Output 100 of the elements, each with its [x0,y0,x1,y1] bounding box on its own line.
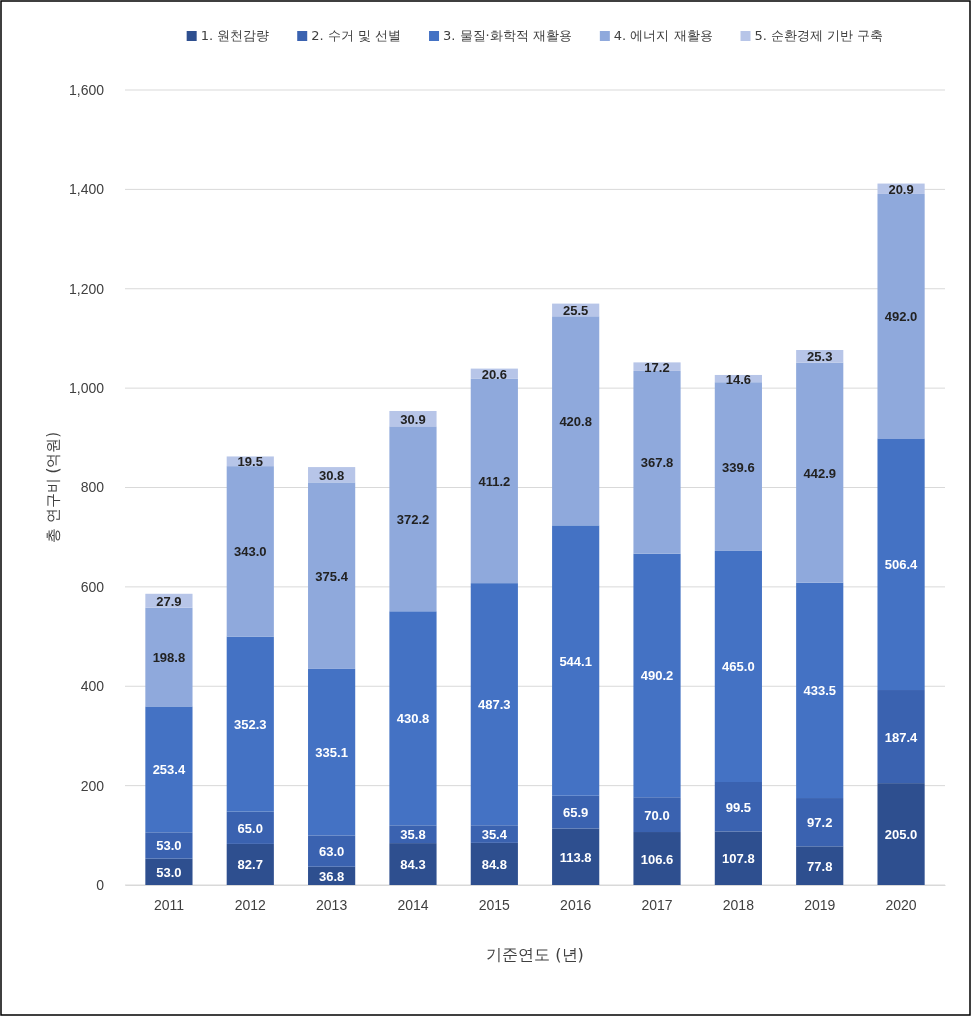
bar [145,706,193,833]
data-label: 14.6 [725,371,752,387]
data-label: 339.6 [722,459,755,475]
x-axis-title: 기준연도 (년) [486,945,584,964]
bar [145,832,193,859]
y-tick-label: 1,400 [68,181,105,198]
data-label: 465.0 [722,659,755,675]
bar [877,438,925,691]
data-label: 65.0 [237,820,263,836]
bar [633,370,681,554]
bar [796,582,844,799]
data-label: 492.0 [884,309,918,325]
x-tick-label: 2011 [153,897,185,913]
bar [389,843,437,885]
legend-label: 4. 에너지 재활용 [613,28,713,43]
data-label: 367.8 [640,455,674,471]
data-label: 70.0 [644,807,670,823]
bar [714,382,762,551]
data-label: 205.0 [884,827,918,843]
data-label: 113.8 [559,849,592,865]
bar [308,482,356,669]
data-label: 35.4 [481,827,508,843]
y-tick-label: 0 [96,876,105,893]
data-label: 187.4 [884,729,919,745]
x-tick-label: 2014 [397,897,429,913]
data-label: 19.5 [237,454,263,470]
bar [877,690,925,784]
data-label: 343.0 [234,544,267,560]
bar [470,842,518,885]
data-label: 411.2 [478,473,511,489]
data-label: 487.3 [478,697,511,713]
x-tick-label: 2020 [885,897,917,913]
y-tick-label: 400 [80,678,105,695]
bar [796,846,844,885]
data-label: 27.9 [156,593,182,609]
legend-label: 1. 원천감량 [200,28,270,43]
data-label: 107.8 [722,851,755,867]
data-label: 420.8 [559,413,592,429]
x-tick-label: 2012 [234,897,267,913]
data-label: 65.9 [563,805,589,821]
bar [552,316,600,526]
data-label: 430.8 [396,711,430,727]
x-tick-label: 2015 [478,897,511,913]
y-axis-title: 총 연구비 (억원) [44,431,62,544]
data-label: 352.3 [234,717,267,733]
data-label: 490.2 [640,668,674,684]
data-label: 20.9 [888,181,914,197]
y-tick-label: 1,600 [68,81,105,98]
y-tick-label: 1,000 [68,380,105,397]
legend-label: 3. 물질·화학적 재활용 [443,28,572,43]
data-label: 25.3 [807,349,833,365]
legend-label: 5. 순환경제 기반 구축 [754,28,884,43]
bar [226,843,274,885]
bar [633,797,681,833]
data-label: 99.5 [725,799,752,815]
bar [470,378,518,584]
bar [389,611,437,826]
data-label: 97.2 [807,815,833,831]
bar [552,828,600,885]
bar [877,783,925,885]
bar [714,782,762,832]
y-tick-label: 600 [80,578,105,595]
bar [470,583,518,826]
data-label: 442.9 [803,465,836,481]
data-label: 53.0 [156,864,182,880]
bar [796,798,844,847]
y-tick-label: 800 [80,479,105,496]
x-tick-label: 2013 [316,897,348,913]
bar [714,550,762,782]
data-label: 253.4 [152,762,186,778]
bar [796,362,844,583]
y-tick-label: 200 [80,777,105,794]
y-tick-label: 1,200 [68,280,105,297]
bar [633,832,681,885]
data-label: 63.0 [318,844,345,860]
data-label: 36.8 [318,868,345,884]
data-label: 84.8 [481,856,507,872]
bar [389,426,437,612]
bar [552,525,600,796]
x-tick-label: 2016 [560,897,592,913]
data-label: 544.1 [559,653,592,669]
legend-label: 2. 수거 및 선별 [311,28,402,43]
data-label: 198.8 [152,650,186,666]
data-label: 20.6 [481,366,507,382]
bar [714,831,762,885]
bar [308,835,356,867]
data-label: 372.2 [396,511,430,527]
data-label: 375.4 [315,568,349,584]
data-label: 30.8 [318,467,345,483]
data-label: 53.0 [156,838,182,854]
data-label: 77.8 [807,858,833,874]
data-label: 17.2 [644,359,670,375]
x-tick-label: 2019 [804,897,836,913]
bar [633,553,681,798]
x-tick-label: 2017 [641,897,673,913]
data-label: 84.3 [400,857,426,873]
data-label: 335.1 [315,745,348,761]
data-label: 30.9 [400,411,426,427]
bar [877,193,925,439]
data-label: 35.8 [400,827,426,843]
